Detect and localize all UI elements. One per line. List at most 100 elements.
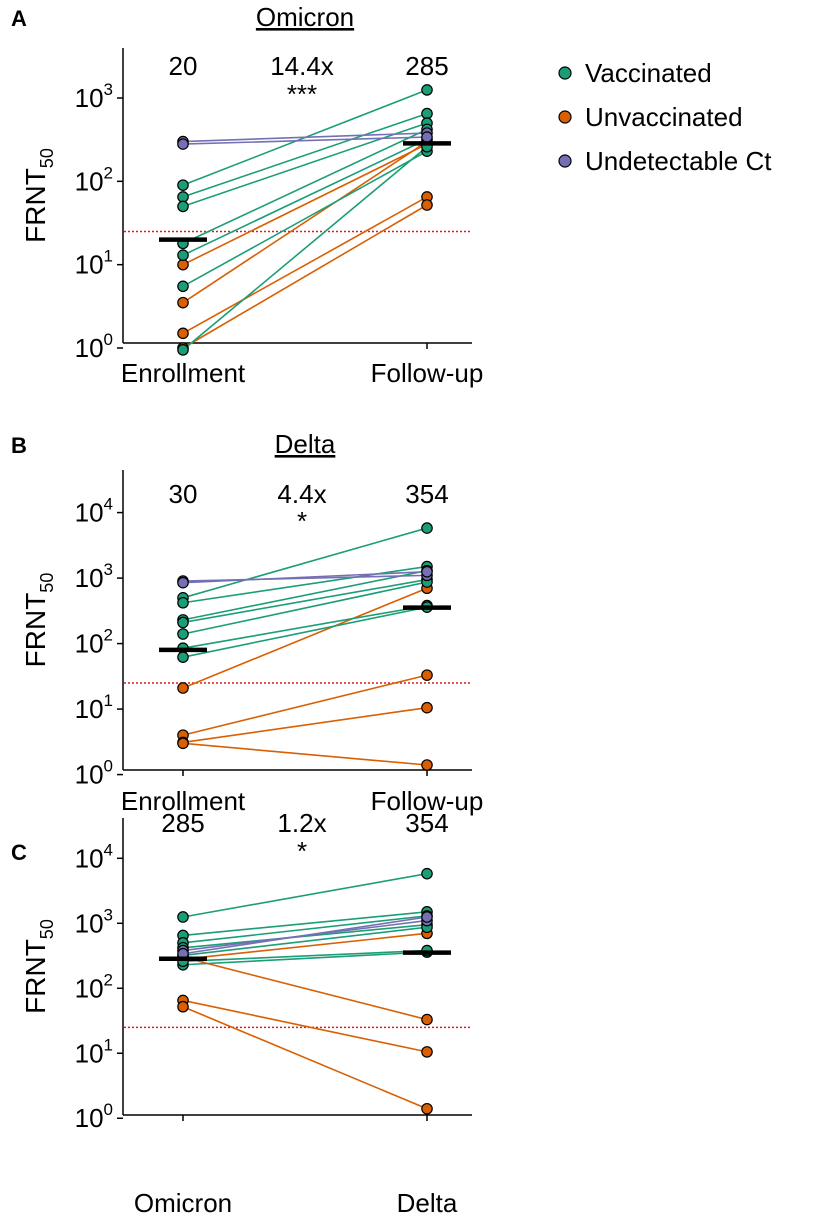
unvaccinated-pair-line xyxy=(182,143,428,266)
fold-change-label: 14.4x xyxy=(270,51,334,81)
vaccinated-point xyxy=(177,280,189,293)
median-label-left: 20 xyxy=(169,51,198,81)
vaccinated-point xyxy=(177,616,189,629)
panels: A Omicron 100 101 102 103 FRNT50 Enrollment Foll… xyxy=(11,2,483,1218)
unvaccinated-point xyxy=(421,199,433,211)
unvaccinated-pair-line xyxy=(182,956,428,1021)
x-tick-label: Enrollment xyxy=(121,358,246,388)
unvaccinated-point xyxy=(177,258,189,271)
unvaccinated-point xyxy=(177,296,189,309)
vaccinated-pair-line xyxy=(182,604,428,649)
y-tick-label: 104 xyxy=(75,495,113,528)
unvaccinated-pair-line xyxy=(182,742,428,766)
y-tick-label: 103 xyxy=(75,905,113,938)
unvaccinated-pair-line xyxy=(182,140,428,304)
legend-label-vaccinated: Vaccinated xyxy=(585,58,712,88)
vaccinated-point xyxy=(177,179,189,191)
vaccinated-pair-line xyxy=(182,578,428,624)
vaccinated-pair-line xyxy=(182,138,428,256)
median-label-left: 285 xyxy=(161,808,204,838)
unvaccinated-point xyxy=(421,759,433,771)
undetectable-point xyxy=(177,138,189,150)
median-label-right: 354 xyxy=(405,808,448,838)
undetectable-point xyxy=(421,911,433,923)
vaccinated-pair-line xyxy=(182,951,428,966)
y-tick-label: 103 xyxy=(75,80,113,113)
undetectable-pair-line xyxy=(182,916,428,955)
y-tick-label: 101 xyxy=(75,1035,113,1068)
panel-b: B Delta 100 101 102 103 104 FRNT50 Enrollment Fol… xyxy=(11,429,483,816)
legend-marker-vaccinated xyxy=(558,66,572,80)
undetectable-pair-line xyxy=(182,132,428,143)
y-tick-label: 100 xyxy=(75,330,113,363)
y-axis-label: FRNT50 xyxy=(20,919,57,1014)
vaccinated-pair-line xyxy=(182,565,428,604)
unvaccinated-point xyxy=(421,1046,433,1058)
vaccinated-point xyxy=(177,628,189,640)
y-tick-label: 102 xyxy=(75,626,113,659)
significance-label: * xyxy=(297,836,307,866)
unvaccinated-point xyxy=(177,682,189,694)
vaccinated-point xyxy=(177,911,189,923)
vaccinated-pair-line xyxy=(182,581,428,635)
y-axis-label: FRNT50 xyxy=(20,148,57,243)
y-tick-label: 102 xyxy=(75,163,113,196)
y-tick-label: 104 xyxy=(75,840,113,873)
x-tick-label: Enrollment xyxy=(121,786,246,816)
y-tick-label: 100 xyxy=(75,757,113,790)
vaccinated-pair-line xyxy=(182,122,428,208)
vaccinated-point xyxy=(421,84,433,96)
panel-c: C 100 101 102 103 104 FRNT50 Omicron Delta 285 1.2… xyxy=(11,808,472,1218)
unvaccinated-pair-line xyxy=(182,204,428,349)
panel-a: A Omicron 100 101 102 103 FRNT50 Enrollment Foll… xyxy=(11,2,483,388)
vaccinated-pair-line xyxy=(182,949,428,963)
y-tick-label: 102 xyxy=(75,970,113,1003)
vaccinated-pair-line xyxy=(182,872,428,918)
unvaccinated-point xyxy=(421,669,433,681)
panel-letter: A xyxy=(11,6,27,31)
undetectable-pair-line xyxy=(182,136,428,145)
unvaccinated-point xyxy=(177,327,189,340)
unvaccinated-pair-line xyxy=(182,587,428,689)
x-tick-label: Follow-up xyxy=(371,358,484,388)
legend: Vaccinated Unvaccinated Undetectable Ct xyxy=(558,58,772,176)
legend-label-unvaccinated: Unvaccinated xyxy=(585,102,743,132)
y-tick-label: 100 xyxy=(75,1100,113,1133)
vaccinated-pair-line xyxy=(182,128,428,245)
vaccinated-pair-line xyxy=(182,606,428,658)
unvaccinated-point xyxy=(177,737,189,750)
vaccinated-pair-line xyxy=(182,926,428,957)
unvaccinated-pair-line xyxy=(182,999,428,1053)
vaccinated-point xyxy=(177,200,189,213)
y-tick-label: 101 xyxy=(75,691,113,724)
undetectable-pair-line xyxy=(182,570,428,584)
y-axis-label: FRNT50 xyxy=(20,573,57,668)
vaccinated-pair-line xyxy=(182,112,428,198)
vaccinated-point xyxy=(421,107,433,120)
undetectable-point xyxy=(421,565,433,578)
significance-label: * xyxy=(297,506,307,536)
y-tick-label: 103 xyxy=(75,560,113,593)
x-tick-label: Omicron xyxy=(134,1188,232,1218)
vaccinated-point xyxy=(177,651,189,663)
unvaccinated-pair-line xyxy=(182,1005,428,1110)
median-label-right: 285 xyxy=(405,51,448,81)
vaccinated-point xyxy=(177,191,189,203)
vaccinated-pair-line xyxy=(182,146,428,351)
unvaccinated-pair-line xyxy=(182,932,428,961)
unvaccinated-point xyxy=(421,701,433,714)
legend-marker-unvaccinated xyxy=(558,110,572,124)
median-label-right: 354 xyxy=(405,479,448,509)
vaccinated-pair-line xyxy=(182,911,428,937)
unvaccinated-pair-line xyxy=(182,196,428,335)
vaccinated-pair-line xyxy=(182,569,428,621)
unvaccinated-pair-line xyxy=(182,674,428,736)
x-tick-label: Delta xyxy=(397,1188,458,1218)
vaccinated-point xyxy=(421,867,433,880)
undetectable-point xyxy=(421,131,433,143)
legend-label-undetectable: Undetectable Ct xyxy=(585,146,772,176)
significance-label: *** xyxy=(287,79,317,109)
median-label-left: 30 xyxy=(169,479,198,509)
unvaccinated-point xyxy=(177,1000,189,1013)
